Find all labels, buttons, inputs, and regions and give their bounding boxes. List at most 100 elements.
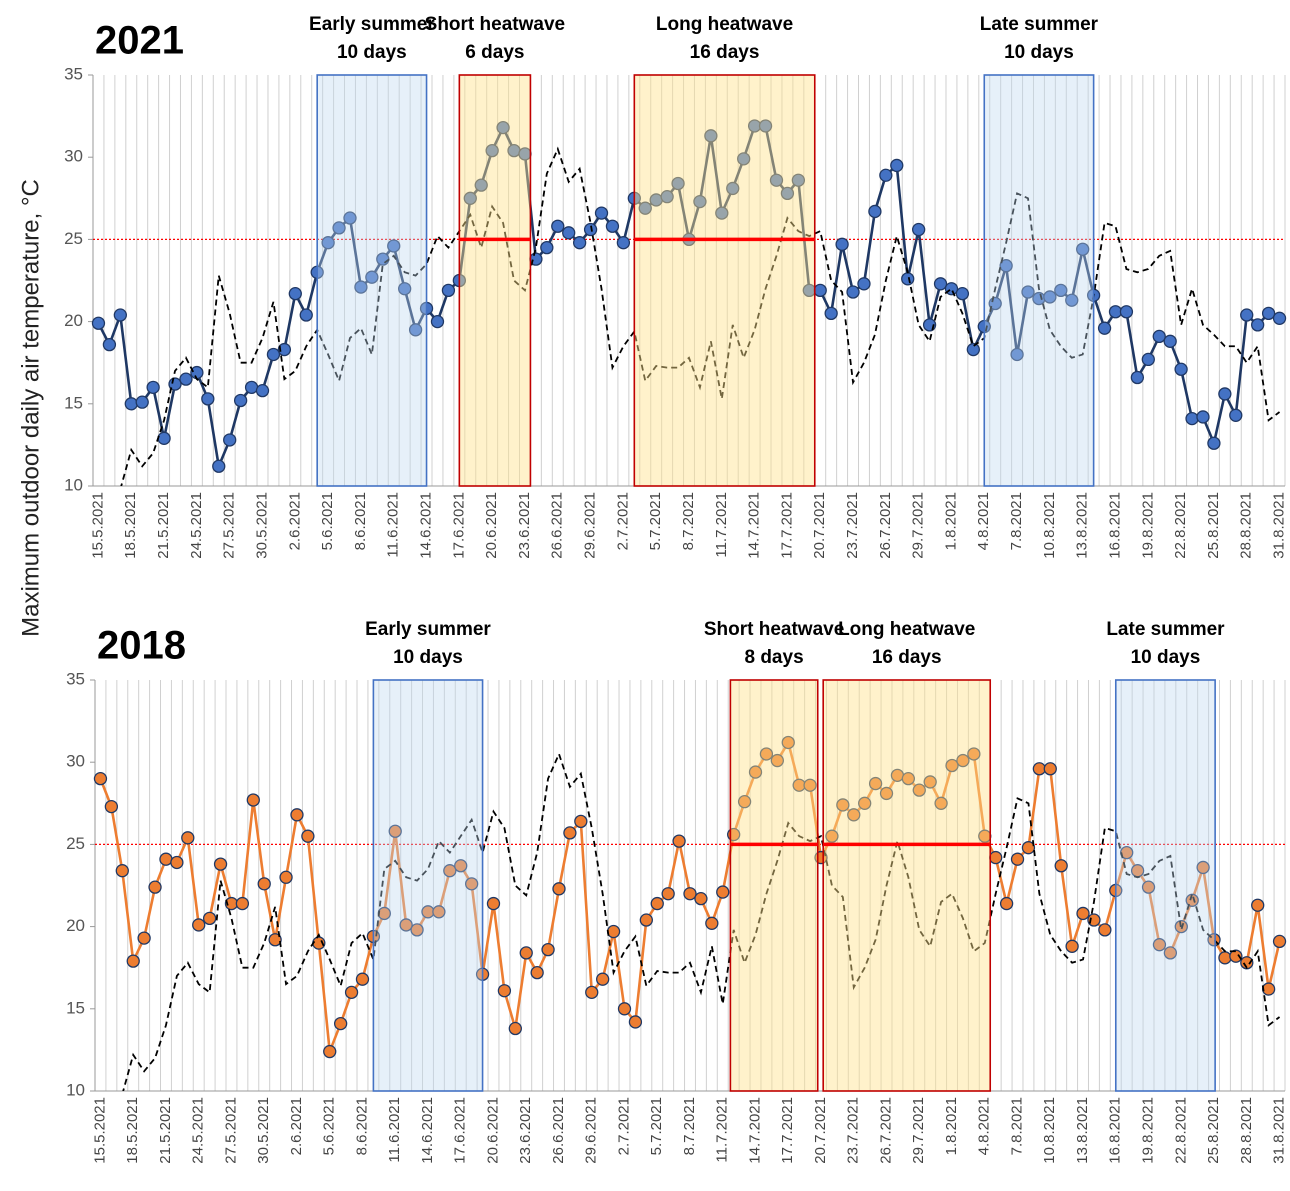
x-tick-label: 22.8.2021 [1172, 1097, 1189, 1164]
x-tick-label: 19.8.2021 [1139, 492, 1156, 559]
data-point [387, 239, 401, 253]
x-tick-label: 15.5.2021 [89, 492, 106, 559]
data-point [93, 771, 108, 786]
x-tick-label: 23.7.2021 [844, 492, 861, 559]
data-point [748, 765, 763, 779]
data-point [179, 372, 193, 386]
data-point [113, 308, 127, 322]
x-tick-label: 24.5.2021 [188, 492, 205, 559]
data-point [966, 342, 980, 357]
data-point [115, 864, 129, 878]
data-point [605, 219, 620, 233]
y-tick-label: 20 [66, 916, 85, 935]
data-point [1229, 408, 1243, 422]
data-point [933, 277, 948, 291]
period-days: 10 days [337, 42, 407, 63]
x-tick-label: 30.5.2021 [255, 1097, 272, 1164]
data-point [1218, 387, 1232, 401]
data-point [835, 237, 849, 251]
data-point [266, 347, 281, 362]
x-tick-label: 10.8.2021 [1041, 1097, 1058, 1164]
data-point [354, 280, 368, 294]
x-tick-label: 27.5.2021 [221, 492, 238, 559]
data-point [638, 201, 652, 215]
data-point [967, 747, 981, 761]
x-tick-label: 25.8.2021 [1205, 492, 1222, 559]
x-tick-label: 24.5.2021 [190, 1097, 207, 1164]
x-tick-label: 29.7.2021 [910, 1097, 927, 1164]
data-point [956, 753, 970, 768]
x-tick-label: 29.6.2021 [582, 492, 599, 559]
data-point [704, 129, 718, 143]
data-point [388, 824, 402, 838]
period-box [316, 74, 428, 487]
data-point [715, 206, 729, 220]
data-point [496, 120, 510, 135]
x-tick-label: 5.6.2021 [321, 1097, 338, 1155]
data-point [288, 287, 302, 301]
data-point [201, 392, 215, 406]
data-point [868, 204, 882, 219]
data-point [235, 896, 250, 911]
x-tick-label: 26.7.2021 [877, 1097, 894, 1164]
data-point [124, 397, 138, 411]
x-tick-label: 8.6.2021 [353, 1097, 370, 1155]
data-point [1251, 318, 1265, 332]
x-tick-label: 11.6.2021 [385, 492, 402, 558]
period-label: Long heatwave [838, 619, 975, 640]
data-point [890, 158, 904, 173]
data-point [1163, 946, 1178, 960]
data-point [945, 758, 959, 773]
period-days: 10 days [1131, 647, 1201, 668]
data-point [343, 211, 357, 225]
data-point [693, 194, 707, 209]
data-point [497, 984, 512, 998]
data-point [574, 814, 588, 829]
data-point [1032, 762, 1047, 776]
data-point [879, 168, 893, 182]
x-tick-label: 30.5.2021 [253, 492, 270, 559]
data-point [1021, 285, 1035, 299]
data-point [1043, 762, 1057, 776]
data-point [562, 226, 576, 240]
data-point [279, 870, 293, 884]
data-point [159, 852, 173, 866]
data-point [213, 857, 228, 871]
data-point [1152, 329, 1166, 344]
data-point [858, 796, 872, 810]
data-point [519, 946, 533, 960]
data-point [474, 178, 488, 192]
data-point [1196, 860, 1210, 875]
data-point [617, 1002, 632, 1016]
x-tick-label: 17.7.2021 [779, 1097, 796, 1164]
data-point [572, 236, 587, 250]
period-box [372, 679, 484, 1092]
x-tick-label: 2.6.2021 [286, 492, 303, 550]
data-point [223, 433, 237, 447]
chart-title: 2021 [95, 19, 184, 63]
data-point [1261, 982, 1276, 996]
y-tick-label: 30 [66, 752, 85, 771]
data-point [399, 918, 413, 932]
data-point [135, 395, 149, 409]
data-point [323, 1044, 337, 1059]
data-point [1043, 290, 1057, 304]
x-tick-label: 28.8.2021 [1238, 1097, 1255, 1164]
x-tick-label: 2.7.2021 [615, 1097, 632, 1155]
y-tick-label: 10 [66, 1080, 85, 1099]
reference-line [122, 751, 1281, 1091]
data-point [146, 380, 160, 395]
x-tick-label: 2.6.2021 [288, 1097, 305, 1155]
period-box [1114, 679, 1216, 1092]
period-label: Late summer [980, 14, 1099, 35]
data-point [299, 308, 313, 322]
data-point [596, 972, 610, 986]
y-tick-label: 35 [66, 669, 85, 688]
x-tick-label: 20.7.2021 [812, 1097, 829, 1164]
x-tick-label: 27.5.2021 [222, 1097, 239, 1164]
data-point [355, 972, 370, 986]
data-point [989, 850, 1003, 865]
data-point [1229, 949, 1243, 963]
data-point [912, 222, 926, 237]
data-point [290, 808, 304, 822]
